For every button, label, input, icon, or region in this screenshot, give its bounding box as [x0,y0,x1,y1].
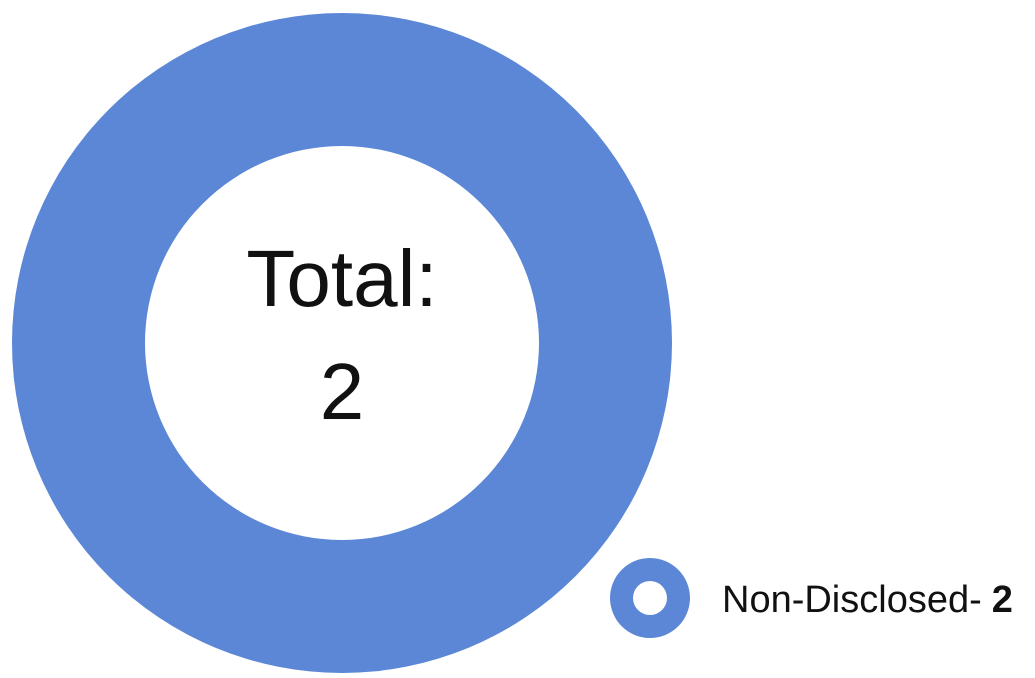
legend-marker-hole [633,581,667,615]
legend-value: 2 [992,579,1013,621]
legend-name: Non-Disclosed- [722,579,982,621]
donut-slice [12,13,672,673]
center-total: 2 [320,347,365,436]
center-label: Total: [246,234,437,323]
legend-label: Non-Disclosed- 2 [722,579,1013,621]
